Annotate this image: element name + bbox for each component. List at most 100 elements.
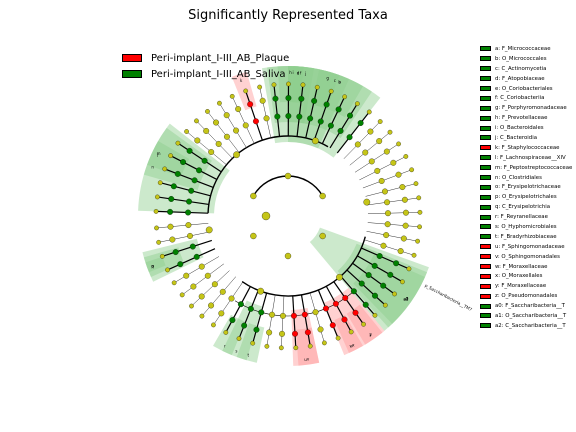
taxa-key-row: d: F_Atopobiaceae: [480, 74, 572, 84]
tree-node: [217, 100, 222, 106]
tree-node: [390, 159, 397, 166]
tree-node: [396, 141, 401, 147]
tree-node: [329, 322, 336, 329]
taxa-key-row: k: F_Staphylococcaceae: [480, 143, 572, 153]
tree-node: [376, 138, 383, 145]
taxa-key-swatch: [480, 273, 491, 279]
tree-branch: [352, 262, 395, 295]
taxa-key-swatch: [480, 234, 491, 240]
clade-code-label: k: [240, 78, 243, 83]
tree-branch: [231, 96, 255, 144]
taxa-key-row: n: O_Clostridiales: [480, 173, 572, 183]
tree-node: [417, 209, 423, 215]
tree-branch: [364, 239, 415, 256]
tree-node: [167, 223, 174, 230]
tree-node: [387, 129, 393, 135]
tree-node: [380, 282, 387, 289]
tree-branch: [245, 90, 263, 141]
taxa-key-swatch: [480, 323, 491, 329]
tree-branch: [343, 121, 381, 159]
tree-node: [168, 153, 173, 159]
taxa-key-swatch: [480, 184, 491, 190]
taxa-key-swatch: [480, 194, 491, 200]
tree-branch: [366, 231, 418, 242]
taxa-key-row: e: O_Coriobacteriales: [480, 84, 572, 94]
tree-branch: [359, 156, 406, 181]
root-node: [261, 211, 271, 221]
tree-node: [301, 311, 308, 318]
tree-node: [157, 180, 163, 186]
tree-node: [366, 109, 372, 115]
taxa-key-row: s: O_Hyphomicrobiales: [480, 222, 572, 232]
taxa-key-swatch: [480, 155, 491, 161]
clade-code-label: c: [334, 78, 336, 83]
clade-code-label: z: [370, 332, 372, 337]
tree-node: [229, 317, 236, 324]
taxa-key-swatch: [480, 86, 491, 91]
tree-node: [317, 326, 324, 333]
clade-code-label: i: [292, 70, 293, 75]
tree-branch: [164, 168, 214, 189]
clade-code-label: n: [151, 165, 154, 170]
tree-node: [252, 118, 259, 125]
taxa-key-label: g: F_Porphyromonadaceae: [495, 105, 567, 112]
taxa-key-row: g: F_Porphyromonadaceae: [480, 103, 572, 113]
tree-branch: [292, 295, 297, 348]
taxa-key-row: m: F_Peptostreptococcaceae: [480, 163, 572, 173]
tree-node: [233, 151, 240, 159]
tree-branch: [219, 103, 247, 148]
tree-node: [213, 119, 219, 126]
clade-highlight-sector: [138, 123, 230, 214]
clade-code-label: u: [304, 357, 307, 362]
tree-branch: [349, 132, 391, 166]
taxa-key-swatch: [480, 254, 491, 260]
clade-code-label: j: [304, 71, 306, 76]
clade-highlight-sector: [295, 327, 320, 366]
tree-node: [266, 329, 273, 336]
taxa-key-swatch: [480, 66, 491, 72]
tree-node: [155, 194, 160, 200]
tree-node: [317, 118, 324, 125]
tree-node: [383, 148, 390, 155]
tree-node: [199, 313, 205, 319]
taxa-key-row: w: F_Moraxellaceae: [480, 262, 572, 272]
taxa-key-row: f: C_Coriobacteriia: [480, 93, 572, 103]
tree-node: [346, 134, 353, 141]
taxa-key-label: s: O_Hyphomicrobiales: [495, 223, 557, 230]
clade-code-label: m: [157, 151, 161, 156]
tree-node: [319, 192, 326, 200]
tree-branch: [357, 255, 403, 283]
taxa-key-label: v: O_Sphingomonadales: [495, 253, 560, 260]
clade-code-label: w: [349, 343, 353, 348]
clade-code-label: o: [151, 263, 154, 268]
taxa-key-row: a2: C_Saccharibacteria__T: [480, 321, 572, 331]
tree-branch: [238, 290, 259, 339]
tree-node: [382, 302, 388, 308]
clade-highlight-sector: [145, 256, 166, 273]
tree-node: [264, 343, 270, 349]
tree-node: [387, 271, 394, 278]
tree-node: [208, 149, 215, 155]
tree-node: [194, 137, 201, 144]
taxa-key-label: m: F_Peptostreptococcaceae: [495, 164, 573, 171]
tree-node: [271, 82, 277, 88]
tree-node: [191, 177, 198, 184]
tree-node: [211, 281, 218, 288]
clade-code-label: d: [297, 70, 300, 75]
tree-node: [350, 288, 357, 295]
tree-node: [257, 84, 263, 90]
tree-node: [392, 291, 397, 297]
taxa-key-swatch: [480, 76, 491, 82]
tree-node: [307, 115, 314, 122]
clade-code-label: p: [151, 263, 154, 268]
tree-node: [380, 242, 387, 249]
tree-node: [400, 279, 405, 285]
tree-node: [284, 252, 292, 260]
tree-branch: [305, 87, 318, 139]
tree-node: [393, 260, 400, 267]
tree-node: [285, 113, 292, 119]
tree-node: [311, 97, 318, 104]
tree-node: [259, 97, 266, 104]
clade-code-label: x: [352, 342, 355, 347]
